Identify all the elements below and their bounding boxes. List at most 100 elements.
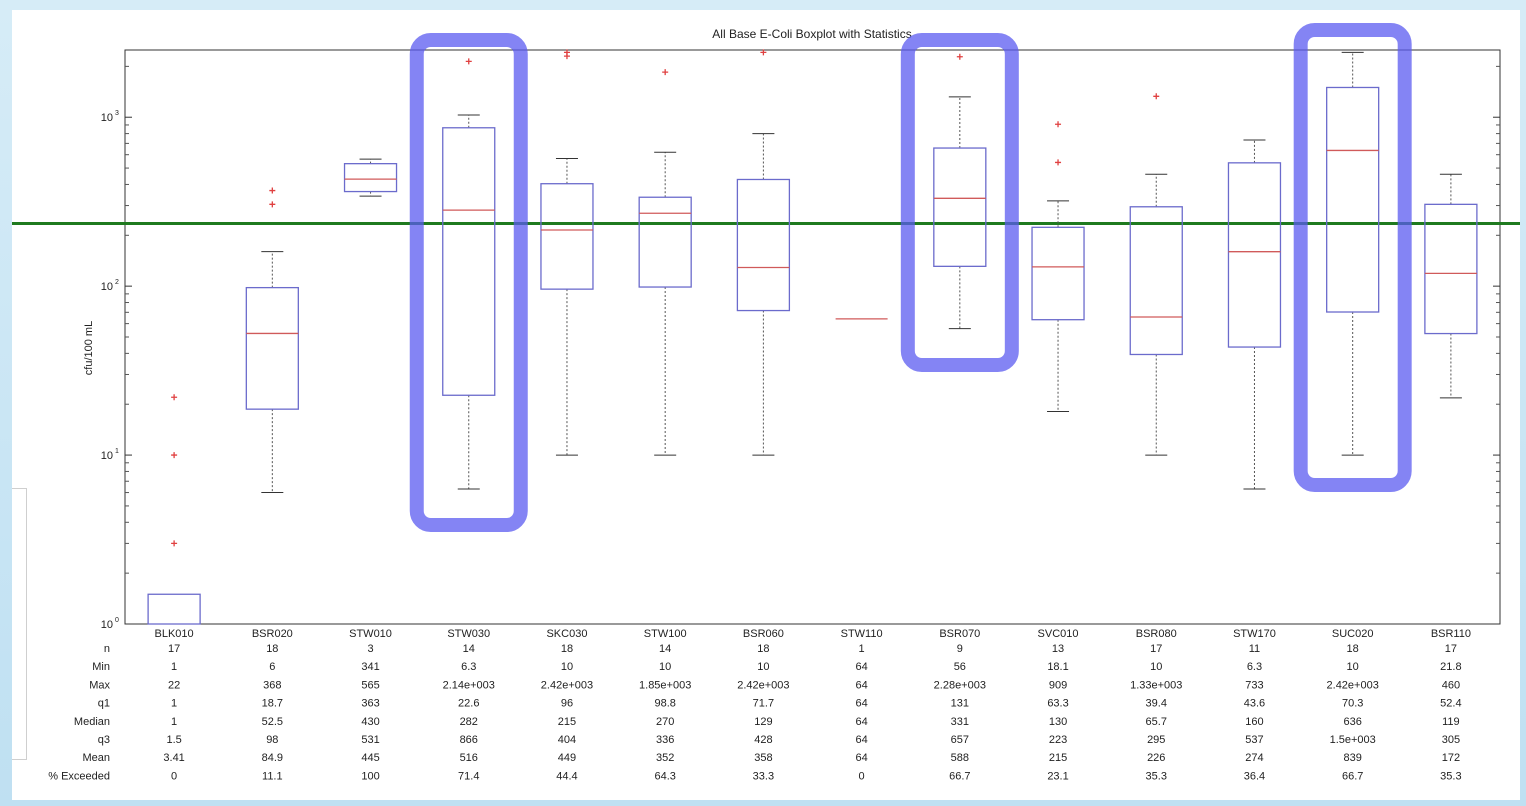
stats-cell: 1 (171, 661, 177, 673)
stats-cell: 21.8 (1440, 661, 1461, 673)
y-axis-label: cfu/100 mL (83, 321, 95, 375)
y-tick-label: 10 (101, 112, 113, 124)
y-tick-exponent: 1 (115, 448, 119, 455)
stats-cell: 404 (558, 734, 576, 746)
box-body (343, 163, 398, 193)
stats-cell: 66.7 (1342, 770, 1363, 782)
stats-cell: 23.1 (1047, 770, 1068, 782)
stats-cell: 341 (361, 661, 379, 673)
x-tick-label: BLK010 (155, 628, 194, 640)
stats-cell: 331 (951, 716, 969, 728)
box-body (245, 286, 299, 410)
box-body (736, 178, 791, 312)
x-tick-label: SKC030 (546, 628, 587, 640)
stats-cell: 2.14e+003 (443, 679, 495, 691)
stats-cell: 866 (460, 734, 478, 746)
box-bsr080 (1129, 93, 1183, 456)
y-tick-label: 10 (101, 619, 113, 631)
box-stw030 (442, 58, 496, 490)
stats-cell: 270 (656, 716, 674, 728)
stats-cell: 449 (558, 752, 576, 764)
stats-cell: 52.5 (262, 716, 283, 728)
box-body (1129, 206, 1183, 356)
y-tick-exponent: 0 (115, 617, 119, 624)
stats-cell: 18 (757, 643, 769, 655)
stats-cell: 39.4 (1146, 698, 1167, 710)
box-body (540, 183, 594, 290)
stats-cell: 1 (171, 698, 177, 710)
stats-cell: 64 (855, 734, 867, 746)
stats-cell: 22 (168, 679, 180, 691)
stats-cell: 9 (957, 643, 963, 655)
stats-cell: 43.6 (1244, 698, 1265, 710)
stats-cell: 64 (855, 661, 867, 673)
stats-cell: 430 (361, 716, 379, 728)
stats-cell: 445 (361, 752, 379, 764)
stats-row-label: Mean (82, 752, 110, 764)
stats-cell: 295 (1147, 734, 1165, 746)
box-body (442, 127, 496, 396)
highlight-box-bsr070 (900, 33, 1019, 372)
stats-cell: 18.7 (262, 698, 283, 710)
stats-cell: 0 (171, 770, 177, 782)
stats-cell: 17 (168, 643, 180, 655)
stats-cell: 98 (266, 734, 278, 746)
x-tick-label: BSR070 (939, 628, 980, 640)
x-tick-label: BSR060 (743, 628, 784, 640)
box-bsr020 (245, 187, 299, 494)
stats-cell: 657 (951, 734, 969, 746)
stats-cell: 35.3 (1440, 770, 1461, 782)
stats-cell: 17 (1445, 643, 1457, 655)
stats-cell: 14 (659, 643, 671, 655)
stats-cell: 368 (263, 679, 281, 691)
stats-cell: 305 (1442, 734, 1460, 746)
stats-cell: 1.5 (166, 734, 181, 746)
box-stw010 (343, 158, 398, 197)
highlight-box-stw030 (409, 33, 528, 532)
stats-cell: 6.3 (461, 661, 476, 673)
box-stw100 (638, 69, 692, 456)
stats-cell: 10 (561, 661, 573, 673)
outlier-marker (171, 540, 178, 547)
stats-row-label: Max (89, 679, 110, 691)
stats-cell: 64 (855, 752, 867, 764)
stats-cell: 531 (361, 734, 379, 746)
box-body (147, 593, 201, 625)
outlier-marker (760, 49, 767, 56)
outlier-marker (269, 187, 276, 194)
y-tick-label: 10 (101, 450, 113, 462)
stats-row-label: % Exceeded (48, 770, 110, 782)
outlier-marker (662, 69, 669, 76)
stats-cell: 358 (754, 752, 772, 764)
stats-cell: 13 (1052, 643, 1064, 655)
box-body (1326, 86, 1380, 313)
x-tick-label: BSR110 (1431, 628, 1471, 640)
stats-cell: 1.85e+003 (639, 679, 691, 691)
stats-cell: 33.3 (753, 770, 774, 782)
stats-cell: 274 (1245, 752, 1263, 764)
stats-cell: 1 (171, 716, 177, 728)
box-skc030 (540, 49, 594, 456)
stats-cell: 84.9 (262, 752, 283, 764)
outlier-marker (171, 452, 178, 459)
stats-cell: 96 (561, 698, 573, 710)
stats-cell: 44.4 (556, 770, 577, 782)
outlier-marker (269, 201, 276, 208)
stats-cell: 6 (269, 661, 275, 673)
outlier-marker (1055, 121, 1062, 128)
outlier-marker (563, 49, 570, 56)
stats-cell: 71.4 (458, 770, 479, 782)
x-tick-label: SUC020 (1332, 628, 1374, 640)
stats-cell: 22.6 (458, 698, 479, 710)
box-body (933, 147, 987, 267)
stats-cell: 64 (855, 698, 867, 710)
stats-row-label: q1 (98, 698, 110, 710)
stats-cell: 516 (460, 752, 478, 764)
stats-cell: 10 (757, 661, 769, 673)
stats-cell: 336 (656, 734, 674, 746)
highlight-box-suc020 (1293, 23, 1412, 492)
box-stw170 (1227, 139, 1282, 490)
stats-cell: 56 (954, 661, 966, 673)
box-bsr110 (1424, 173, 1478, 399)
stats-cell: 63.3 (1047, 698, 1068, 710)
